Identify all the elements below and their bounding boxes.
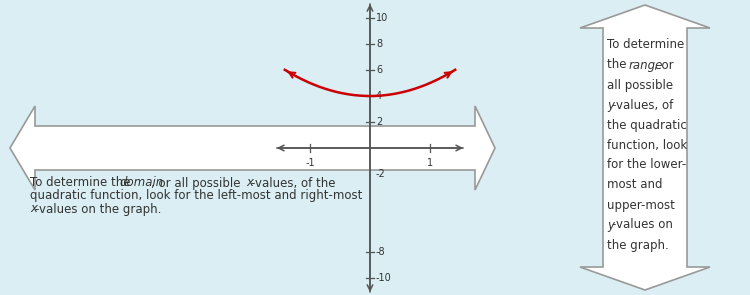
Text: x: x [246,176,253,189]
Text: range: range [628,58,662,71]
Text: most and: most and [607,178,662,191]
Text: quadratic function, look for the left-most and right-most: quadratic function, look for the left-mo… [30,189,362,202]
Polygon shape [580,5,710,290]
Text: 1: 1 [427,158,433,168]
Text: y: y [607,99,614,112]
Text: y: y [607,219,614,232]
Text: 8: 8 [376,39,382,49]
Text: , or all possible: , or all possible [152,176,244,189]
Text: , or: , or [655,58,674,71]
Text: -values on: -values on [612,219,674,232]
Text: 2: 2 [376,117,382,127]
Text: upper-most: upper-most [607,199,675,212]
Text: 6: 6 [376,65,382,75]
Text: the: the [607,58,630,71]
Text: the graph.: the graph. [607,238,669,252]
Text: all possible: all possible [607,78,674,91]
Text: -values on the graph.: -values on the graph. [35,202,162,216]
Text: for the lower-: for the lower- [607,158,686,171]
Text: 4: 4 [376,91,382,101]
Text: function, look: function, look [607,138,687,152]
Polygon shape [10,106,495,190]
Text: domain: domain [119,176,164,189]
Text: -2: -2 [376,169,386,179]
Text: -values, of the: -values, of the [251,176,336,189]
Text: -values, of: -values, of [612,99,674,112]
Text: -10: -10 [376,273,392,283]
Text: 10: 10 [376,13,388,23]
Text: -8: -8 [376,247,386,257]
Text: the quadratic: the quadratic [607,119,687,132]
Text: x: x [30,202,37,216]
Text: To determine the: To determine the [30,176,134,189]
Text: -1: -1 [305,158,315,168]
Text: To determine: To determine [607,39,684,52]
